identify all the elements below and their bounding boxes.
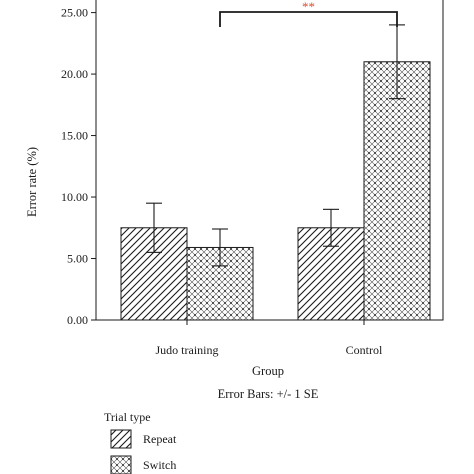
y-tick-label: 15.00 bbox=[61, 129, 88, 143]
y-tick-label: 0.00 bbox=[67, 313, 88, 327]
y-tick-label: 25.00 bbox=[61, 6, 88, 20]
y-tick-label: 10.00 bbox=[61, 190, 88, 204]
plot-frame bbox=[95, 0, 444, 321]
y-tick-label: 5.00 bbox=[67, 252, 88, 266]
x-axis-title: Group bbox=[252, 364, 284, 378]
x-tick-label: Judo training bbox=[156, 343, 219, 357]
y-axis-title: Error rate (%) bbox=[25, 147, 39, 217]
legend-swatch-switch bbox=[110, 455, 132, 474]
plot-area: 0.00 5.00 10.00 15.00 20.00 25.00 Judo trainin… bbox=[61, 0, 444, 357]
bar-switch-1 bbox=[363, 61, 431, 321]
legend-title: Trial type bbox=[104, 410, 151, 424]
x-tick-label: Control bbox=[346, 343, 383, 357]
legend-swatch-repeat bbox=[110, 429, 132, 449]
legend: Trial type Repeat Switch bbox=[104, 410, 177, 474]
significance-label: ** bbox=[302, 0, 315, 14]
legend-label-switch: Switch bbox=[143, 458, 176, 472]
error-bars-note: Error Bars: +/- 1 SE bbox=[218, 387, 319, 401]
y-tick-label: 20.00 bbox=[61, 67, 88, 81]
legend-label-repeat: Repeat bbox=[143, 432, 177, 446]
significance-bracket bbox=[219, 11, 398, 27]
